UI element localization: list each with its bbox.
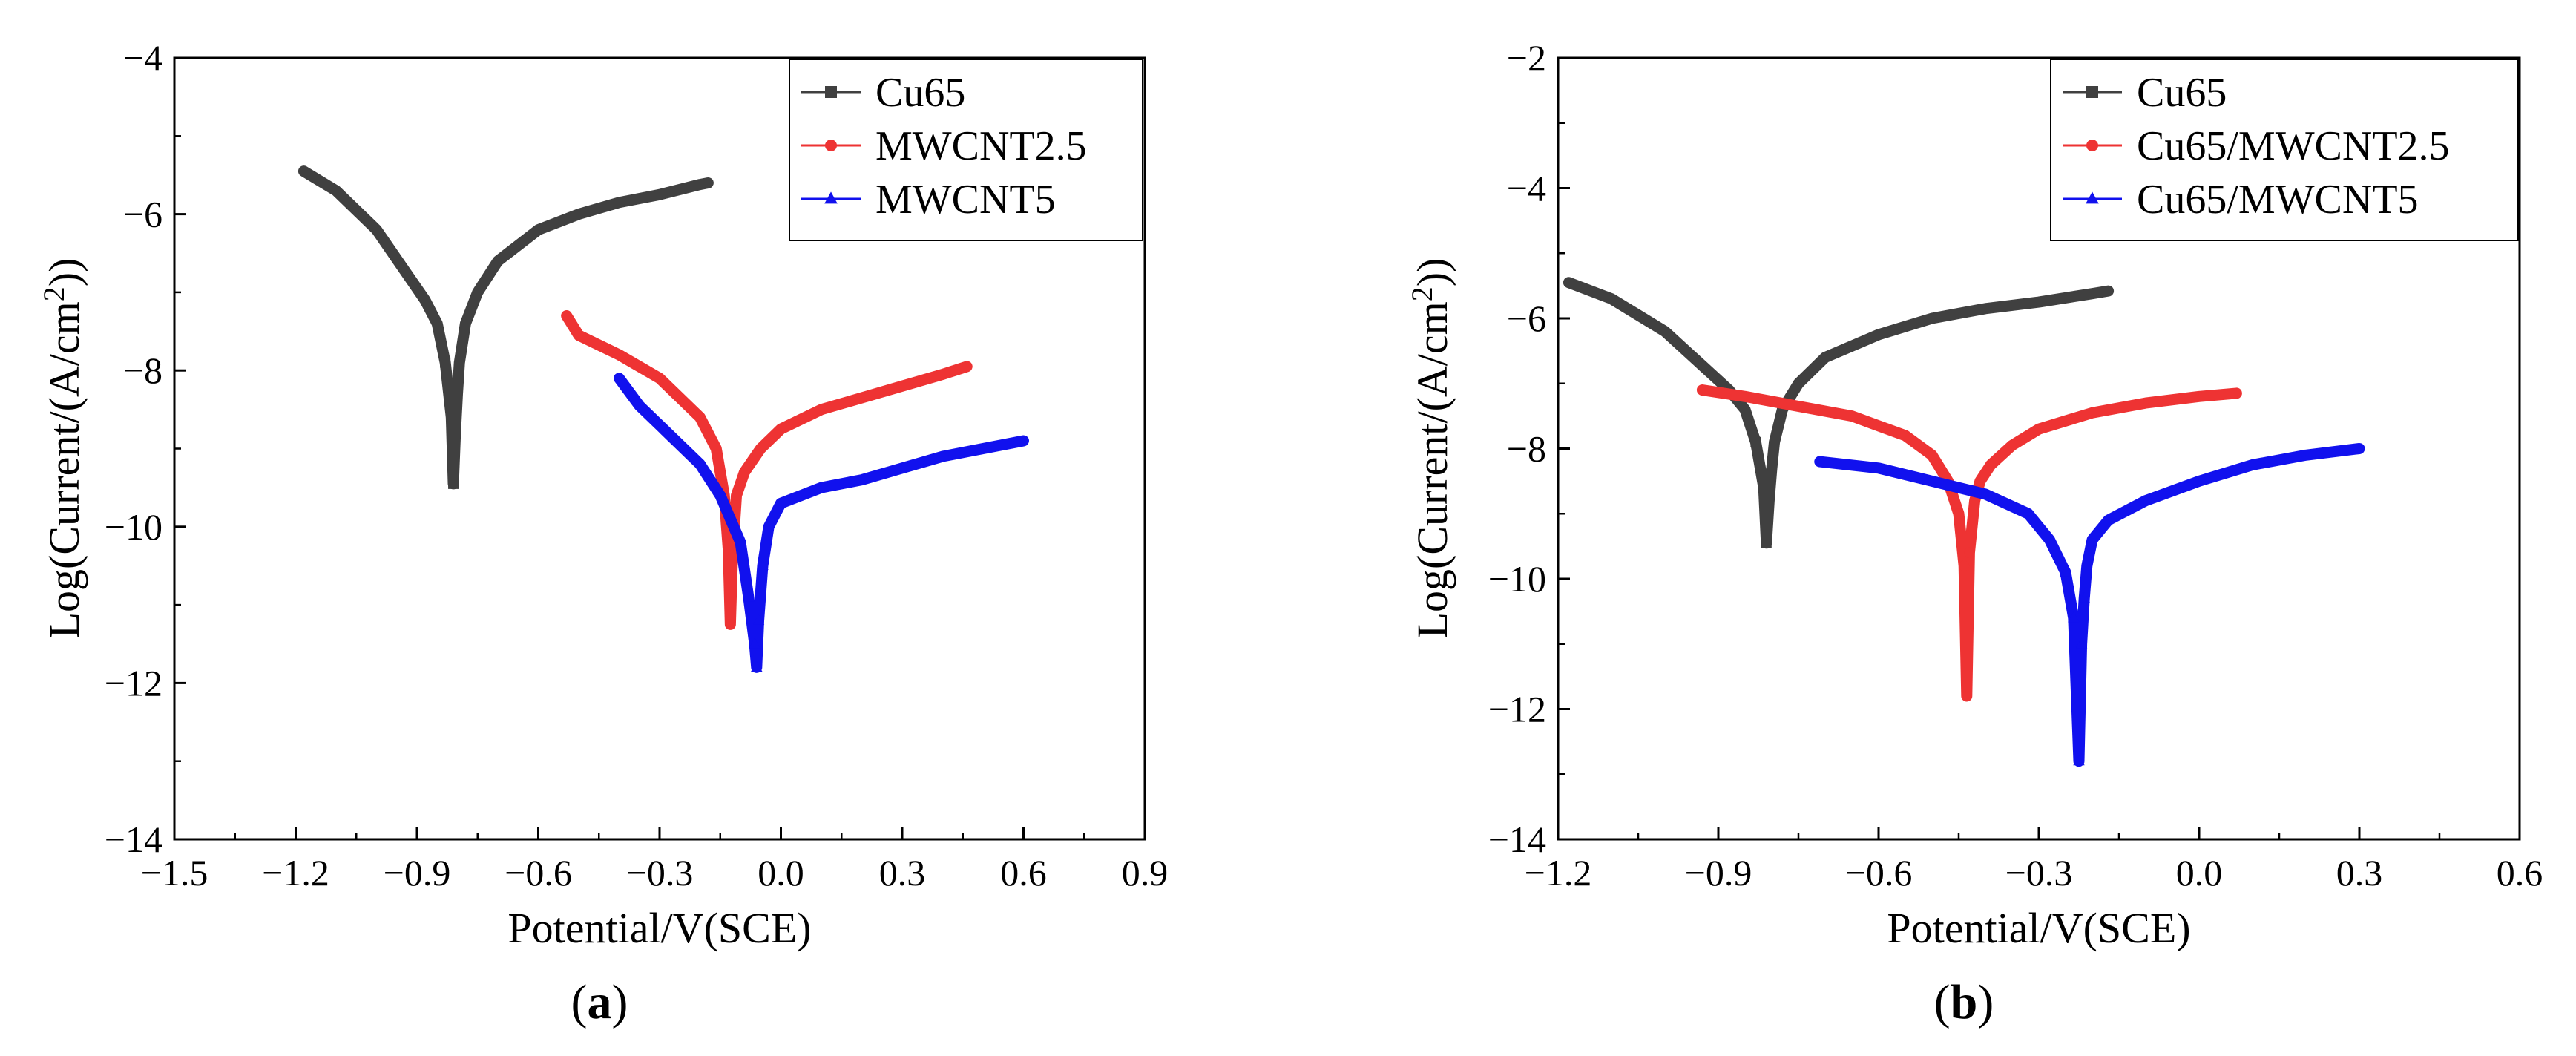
legend-entries-a: Cu65 MWCNT2.5 MWCNT5 bbox=[801, 70, 1087, 223]
panel-label-a: (a) bbox=[571, 975, 628, 1029]
data-point-cu65 bbox=[1761, 537, 1772, 548]
data-point-mwcnt2-5 bbox=[725, 619, 736, 630]
x-tick-label: 0.6 bbox=[2497, 852, 2543, 893]
data-point-cu65 bbox=[448, 478, 459, 489]
y-axis-title-b: Log(Current/(A/cm2)) bbox=[1405, 258, 1456, 639]
legend-marker-mwcnt5 bbox=[824, 191, 838, 204]
data-point-cu65-mwcnt2-5 bbox=[1954, 508, 1964, 519]
x-tick-label: −0.9 bbox=[384, 852, 451, 893]
x-tick-label: −0.3 bbox=[626, 852, 694, 893]
y-tick-label: −10 bbox=[1488, 558, 1546, 600]
legend-label-cu65: Cu65 bbox=[875, 70, 965, 116]
x-tick-label: −1.2 bbox=[1525, 852, 1592, 893]
legend-marker-cu65 bbox=[2086, 86, 2098, 98]
legend-a: Cu65 MWCNT2.5 MWCNT5 bbox=[789, 59, 1143, 241]
x-axis-title-b: Potential/V(SCE) bbox=[1887, 904, 2190, 952]
data-point-mwcnt5 bbox=[749, 637, 760, 649]
legend-label-cu65: Cu65 bbox=[2137, 70, 2227, 116]
data-point-cu65 bbox=[450, 427, 461, 439]
x-tick-label: −0.6 bbox=[1845, 852, 1913, 893]
legend-marker-cu65 bbox=[825, 86, 837, 98]
legend-b: Cu65 Cu65/MWCNT2.5 Cu65/MWCNT5 bbox=[2050, 59, 2519, 241]
x-tick-label: 0.0 bbox=[2176, 852, 2223, 893]
series-line-cu65-mwcnt5 bbox=[1814, 443, 2365, 767]
x-tick-label: −1.2 bbox=[262, 852, 329, 893]
legend-entries-b: Cu65 Cu65/MWCNT2.5 Cu65/MWCNT5 bbox=[2063, 70, 2450, 223]
x-tick-label: 0.0 bbox=[758, 852, 804, 893]
y-tick-label: −6 bbox=[123, 194, 162, 235]
legend-label-cu65-mwcnt5: Cu65/MWCNT5 bbox=[2137, 177, 2419, 223]
y-tick-label: −8 bbox=[123, 350, 162, 391]
legend-box-b bbox=[2050, 59, 2519, 241]
data-point-cu65-mwcnt2-5 bbox=[1969, 495, 1980, 506]
y-tick-label: −12 bbox=[1488, 689, 1546, 730]
x-tick-label: −0.3 bbox=[2005, 852, 2073, 893]
data-point-mwcnt2-5 bbox=[723, 545, 734, 556]
data-point-cu65 bbox=[446, 412, 457, 423]
y-tick-label: −4 bbox=[123, 37, 162, 79]
y-tick-label: −8 bbox=[1507, 428, 1546, 470]
y-tick-label: −4 bbox=[1507, 168, 1546, 209]
data-point-mwcnt2-5 bbox=[727, 552, 738, 563]
y-tick-label: −14 bbox=[1488, 819, 1546, 860]
x-tick-label: −0.6 bbox=[505, 852, 572, 893]
x-tick-label: 0.9 bbox=[1122, 852, 1169, 893]
y-axis-title-a: Log(Current/(A/cm2)) bbox=[37, 258, 88, 639]
x-tick-label: −0.9 bbox=[1685, 852, 1752, 893]
y-tick-label: −10 bbox=[105, 506, 162, 548]
legend-marker-mwcnt2-5 bbox=[825, 140, 837, 151]
data-point-cu65-mwcnt5 bbox=[2075, 637, 2088, 649]
data-point-cu65-mwcnt5 bbox=[2078, 591, 2090, 603]
data-point-cu65 bbox=[452, 388, 463, 399]
data-point-cu65 bbox=[1767, 462, 1777, 473]
data-point-mwcnt5 bbox=[751, 660, 763, 672]
x-tick-label: −1.5 bbox=[141, 852, 208, 893]
x-tick-label: 0.6 bbox=[1000, 852, 1047, 893]
data-point-mwcnt5 bbox=[752, 614, 765, 625]
legend-marker-cu65-mwcnt5 bbox=[2086, 191, 2099, 204]
series-line-cu65 bbox=[298, 165, 714, 490]
data-point-cu65-mwcnt5 bbox=[2073, 755, 2085, 766]
data-point-cu65-mwcnt2-5 bbox=[1959, 560, 1970, 571]
x-tick-label: 0.3 bbox=[879, 852, 926, 893]
data-point-cu65 bbox=[1764, 495, 1775, 506]
legend-marker-cu65-mwcnt2-5 bbox=[2086, 140, 2098, 151]
data-point-cu65-mwcnt2-5 bbox=[1961, 690, 1972, 701]
chart-panel-a: −1.5 −1.2 −0.9 −0.6 −0.3 0.0 0.3 0.6 0.9 −14 −12 −1… bbox=[37, 37, 1168, 1029]
series-group-b bbox=[1563, 277, 2365, 767]
data-point-cu65-mwcnt2-5 bbox=[1964, 547, 1975, 558]
data-point-cu65 bbox=[1758, 482, 1770, 493]
data-point-cu65 bbox=[440, 357, 451, 368]
series-line-cu65-mwcnt2-5 bbox=[1696, 384, 2242, 702]
legend-label-mwcnt2-5: MWCNT2.5 bbox=[875, 123, 1087, 169]
x-axis-title-a: Potential/V(SCE) bbox=[507, 904, 811, 952]
chart-panel-b: −1.2 −0.9 −0.6 −0.3 0.0 0.3 0.6 −14 −12 −10 −8 −6 −4… bbox=[1405, 37, 2543, 1029]
legend-label-mwcnt5: MWCNT5 bbox=[875, 177, 1056, 223]
ticks-group-b: −1.2 −0.9 −0.6 −0.3 0.0 0.3 0.6 −14 −12 −10 −8 −6 −4… bbox=[1488, 37, 2543, 893]
y-tick-label: −12 bbox=[105, 662, 162, 704]
panel-label-b: (b) bbox=[1934, 975, 1994, 1029]
data-point-mwcnt5 bbox=[743, 591, 755, 602]
series-line-mwcnt5 bbox=[614, 373, 1029, 673]
data-point-cu65-mwcnt5 bbox=[2060, 565, 2071, 577]
x-tick-label: 0.3 bbox=[2336, 852, 2383, 893]
legend-label-cu65-mwcnt2-5: Cu65/MWCNT2.5 bbox=[2137, 123, 2450, 169]
y-tick-label: −2 bbox=[1507, 37, 1546, 79]
data-point-mwcnt2-5 bbox=[731, 490, 742, 501]
data-point-mwcnt5 bbox=[757, 560, 769, 571]
y-tick-label: −6 bbox=[1507, 298, 1546, 339]
y-tick-label: −14 bbox=[105, 819, 162, 860]
series-group-a bbox=[298, 165, 1029, 673]
legend-box-a bbox=[789, 59, 1143, 241]
ticks-group-a: −1.5 −1.2 −0.9 −0.6 −0.3 0.0 0.3 0.6 0.9 −14 −12 −1… bbox=[105, 37, 1168, 893]
data-point-cu65 bbox=[1750, 436, 1761, 447]
data-point-cu65-mwcnt5 bbox=[2068, 611, 2080, 623]
